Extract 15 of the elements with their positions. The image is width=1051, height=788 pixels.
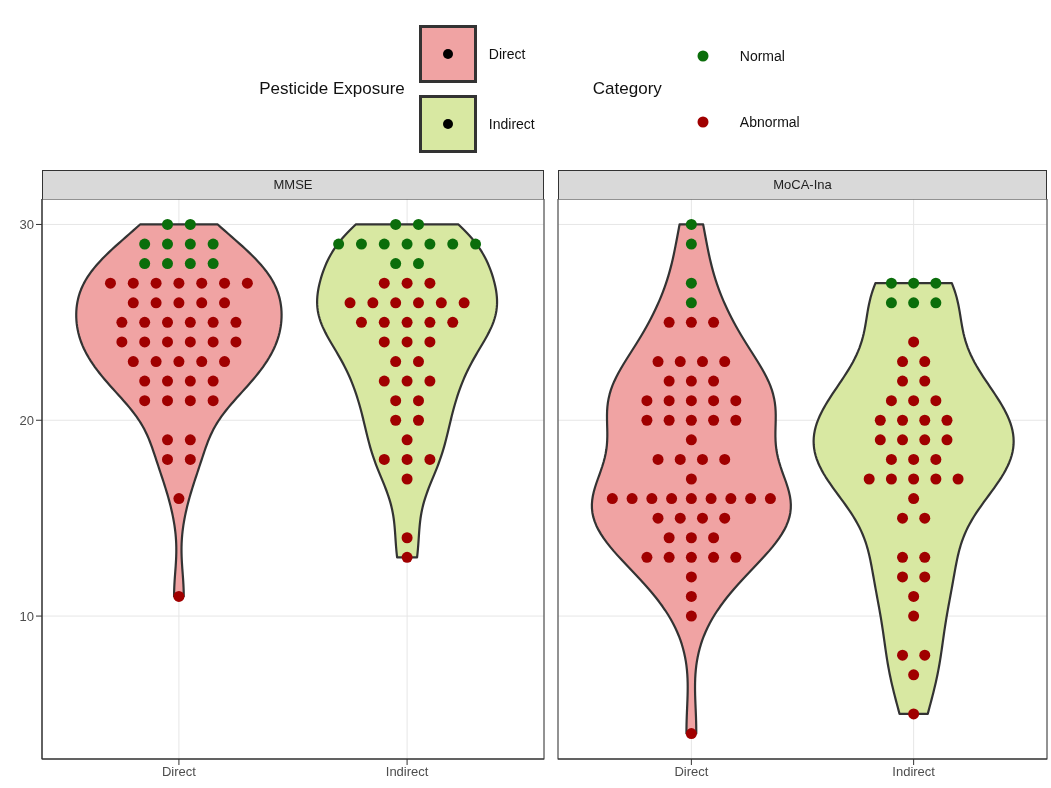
- x-tick-label: Indirect: [892, 764, 936, 780]
- legend-title: Pesticide Exposure: [259, 79, 405, 99]
- y-tick-label: 20: [19, 412, 34, 428]
- chart-title: MMSE: [42, 170, 544, 199]
- x-tick-label: Indirect: [385, 764, 429, 780]
- legend-label: Normal: [739, 48, 785, 64]
- y-tick-label: 30: [19, 217, 34, 233]
- x-tick-label: Direct: [674, 764, 709, 780]
- category-label: Direct: [488, 46, 526, 62]
- legend-title: Category: [592, 79, 662, 99]
- legend-label: Abnormal: [739, 114, 800, 130]
- category-label: Indirect: [488, 116, 535, 132]
- chart-title: MoCA-Ina: [558, 170, 1047, 199]
- y-tick-label: 10: [19, 608, 34, 624]
- x-tick-label: Direct: [161, 764, 197, 780]
